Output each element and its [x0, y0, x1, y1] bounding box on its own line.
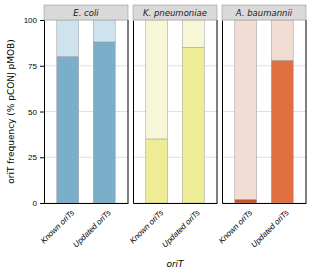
chart: 0255075100Known oriTsUpdated oriTsE. col… [0, 0, 312, 273]
tick: Updated oriTs [160, 203, 201, 250]
tick-mark [40, 157, 44, 158]
y-axis [133, 21, 135, 204]
tick: Known oriTs [217, 203, 254, 245]
tick-label: Known oriTs [39, 208, 76, 245]
tick-label: Updated oriTs [71, 208, 112, 249]
panel-title: A. baumannii [235, 8, 293, 18]
tick-mark [40, 20, 44, 21]
tick-label: Known oriTs [217, 208, 254, 245]
axis-line [45, 203, 129, 204]
bar [93, 42, 115, 203]
tick-mark [40, 66, 44, 67]
bar [146, 139, 168, 203]
bar [57, 57, 79, 203]
tick: 50 [28, 108, 44, 117]
bars [57, 20, 115, 203]
title-strip [222, 5, 306, 20]
grid [222, 20, 306, 203]
frame [217, 20, 218, 203]
y-axis-title: oriT frequency (% pCONJ pMOB) [6, 39, 16, 184]
tick: Updated oriTs [71, 203, 112, 250]
tick-label: 75 [28, 62, 37, 71]
bars [146, 20, 204, 203]
tick-label: 100 [24, 16, 38, 25]
y-axis [222, 21, 224, 204]
bar [146, 20, 168, 139]
bar [182, 47, 204, 203]
axis-line [223, 203, 307, 204]
frame [306, 20, 307, 203]
bar [93, 20, 115, 42]
panel: 0 25 50 75 100 Known oriTsUpdated oriTs E. col… [6, 5, 129, 250]
tick: 0 [33, 199, 44, 208]
frame [128, 20, 129, 203]
tick-label: 50 [28, 108, 37, 117]
tick-label: 0 [33, 199, 38, 208]
bar [271, 20, 293, 60]
bar [235, 20, 257, 199]
x-axis: Known oriTsUpdated oriTs [39, 203, 129, 250]
panel: Known oriTsUpdated oriTs A. baumannii [217, 5, 307, 250]
tick: 100 [24, 16, 44, 25]
x-axis: Known oriTsUpdated oriTs [128, 203, 218, 250]
bar [182, 20, 204, 47]
tick-label: 25 [28, 153, 37, 162]
tick: Known oriTs [39, 203, 76, 245]
tick-label: Updated oriTs [249, 208, 290, 249]
bar [235, 199, 257, 203]
tick-label: Updated oriTs [160, 208, 201, 249]
tick-mark [40, 203, 44, 204]
axis-line [222, 21, 223, 204]
tick-mark [40, 112, 44, 113]
tick-label: Known oriTs [128, 208, 165, 245]
grid [133, 20, 217, 203]
tick: Updated oriTs [249, 203, 290, 250]
axis-line [134, 203, 218, 204]
tick: 25 [28, 153, 44, 162]
x-axis-title: oriT [166, 259, 185, 269]
bar [57, 20, 79, 57]
title-strip [133, 5, 217, 20]
title-strip [44, 5, 128, 20]
bar [271, 60, 293, 203]
tick: 75 [28, 62, 44, 71]
tick: Known oriTs [128, 203, 165, 245]
x-axis: Known oriTsUpdated oriTs [217, 203, 307, 250]
axis-line [40, 21, 45, 204]
panel-title: K. pneumoniae [143, 8, 207, 18]
panel-title: E. coli [73, 8, 99, 18]
y-axis: 0 25 50 75 100 [24, 16, 45, 208]
bars [235, 20, 293, 203]
grid [44, 20, 128, 203]
axis-line [133, 21, 134, 204]
panel: Known oriTsUpdated oriTs K. pneumoniae ori… [128, 5, 218, 269]
